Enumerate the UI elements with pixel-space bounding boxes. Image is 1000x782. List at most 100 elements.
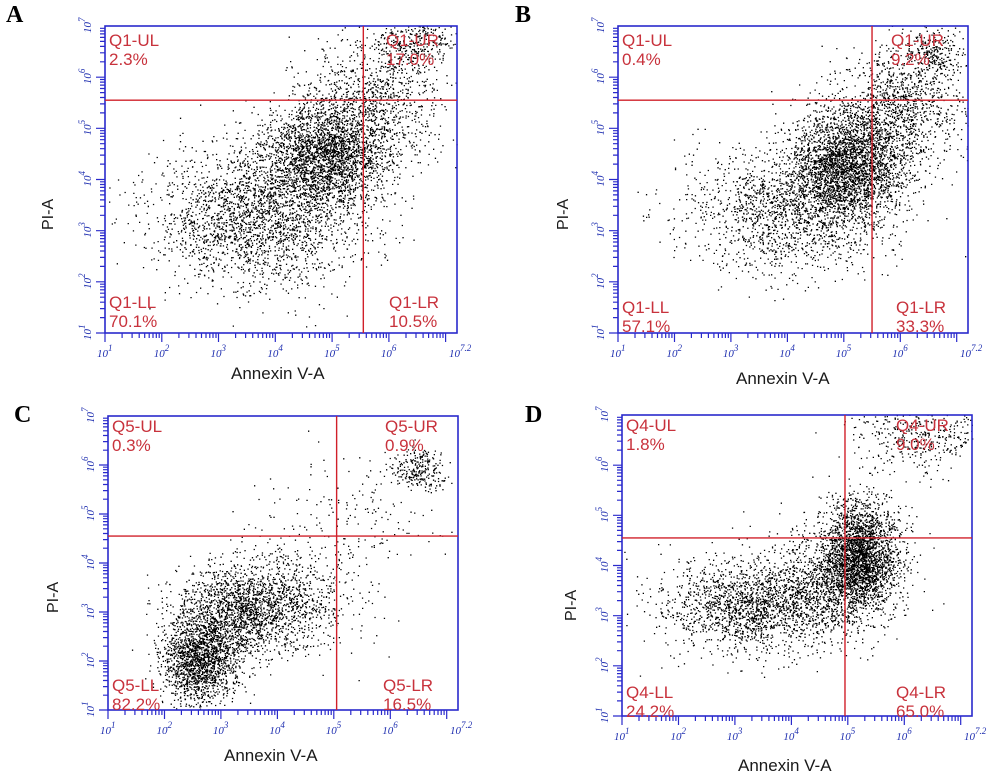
x-axis-label-d: Annexin V-A bbox=[738, 756, 832, 775]
y-tick-label: 104 bbox=[80, 554, 97, 570]
y-tick-label: 105 bbox=[594, 506, 611, 522]
axis-ticks bbox=[609, 27, 958, 342]
scatter-plot-a: 101 102 103 104 105 106 107.2 101 102 103 104 105 10… bbox=[77, 17, 472, 360]
y-axis-label-a: PI-A bbox=[40, 198, 57, 230]
x-tick-label: 106 bbox=[382, 720, 398, 737]
y-tick-label: 101 bbox=[594, 708, 611, 724]
x-tick-label: 106 bbox=[892, 343, 908, 360]
x-tick-label: 106 bbox=[381, 343, 397, 360]
quadrant-lr-name-c: Q5-LR bbox=[383, 676, 434, 695]
scatter-plot-b: 101 102 103 104 105 106 107.2 101 102 103 104 105 10… bbox=[590, 17, 983, 360]
data-points bbox=[637, 25, 969, 302]
quadrant-ur-name-a: Q1-UR bbox=[386, 31, 439, 50]
x-tick-label: 102 bbox=[670, 726, 686, 743]
quadrant-ll-name-a: Q1-LL bbox=[109, 293, 157, 312]
data-points bbox=[624, 414, 974, 678]
y-tick-label: 106 bbox=[590, 68, 607, 84]
y-tick-label: 102 bbox=[590, 273, 607, 289]
plot-frame bbox=[621, 414, 973, 717]
quadrant-ul-name-a: Q1-UL bbox=[109, 31, 160, 50]
quadrant-ur-percent-a: 17.0% bbox=[386, 50, 435, 69]
y-tick-label: 107 bbox=[77, 17, 94, 33]
quadrant-ll-percent-a: 70.1% bbox=[109, 312, 158, 331]
panel-c: C 101 102 103 104 105 106 107.2 101 102 103 104 105… bbox=[0, 391, 500, 782]
x-tick-label: 103 bbox=[723, 343, 739, 360]
y-tick-label: 104 bbox=[590, 171, 607, 187]
axis-ticks bbox=[99, 417, 448, 719]
x-axis-label-c: Annexin V-A bbox=[224, 746, 318, 765]
y-tick-label: 104 bbox=[594, 557, 611, 573]
scatter-plot-c: 101 102 103 104 105 106 107.2 101 102 103 104 105 10… bbox=[80, 407, 473, 737]
x-tick-label: 104 bbox=[783, 726, 799, 743]
y-tick-label: 103 bbox=[80, 603, 97, 619]
quadrant-ur-percent-b: 9.2% bbox=[891, 50, 930, 69]
quadrant-lr-percent-d: 65.0% bbox=[896, 702, 945, 721]
quadrant-ur-name-c: Q5-UR bbox=[385, 417, 438, 436]
quadrant-ll-name-c: Q5-LL bbox=[112, 676, 160, 695]
quadrant-lr-name-d: Q4-LR bbox=[896, 683, 947, 702]
y-axis-label-c: PI-A bbox=[45, 581, 62, 613]
y-tick-label: 102 bbox=[594, 657, 611, 673]
y-tick-label: 103 bbox=[590, 222, 607, 238]
panel-letter-b: B bbox=[515, 2, 532, 28]
quadrant-lr-percent-b: 33.3% bbox=[896, 317, 945, 336]
data-points bbox=[109, 25, 458, 328]
quadrant-ll-name-b: Q1-LL bbox=[622, 298, 670, 317]
x-tick-label: 103 bbox=[211, 343, 227, 360]
y-tick-label: 107 bbox=[590, 17, 607, 33]
x-tick-label: 104 bbox=[779, 343, 795, 360]
y-tick-label: 102 bbox=[77, 273, 94, 289]
panel-b: B 101 102 103 104 105 106 107.2 101 102 103 104 105… bbox=[500, 0, 1000, 391]
x-tick-label: 106 bbox=[896, 726, 912, 743]
y-axis-label-b: PI-A bbox=[555, 198, 572, 230]
x-tick-label: 103 bbox=[727, 726, 743, 743]
quadrant-ur-percent-c: 0.9% bbox=[385, 436, 424, 455]
x-tick-label: 102 bbox=[154, 343, 170, 360]
y-tick-label: 101 bbox=[80, 702, 97, 718]
panel-letter-d: D bbox=[525, 402, 543, 428]
x-tick-label: 105 bbox=[324, 343, 340, 360]
panel-d: D 101 102 103 104 105 106 107.2 101 102 103 104 105… bbox=[500, 391, 1000, 782]
data-points bbox=[131, 430, 453, 711]
y-axis-label-d: PI-A bbox=[563, 589, 580, 621]
y-tick-label: 107 bbox=[80, 407, 97, 423]
quadrant-ll-percent-d: 24.2% bbox=[626, 702, 675, 721]
y-tick-label: 106 bbox=[77, 68, 94, 84]
x-tick-label: 104 bbox=[267, 343, 283, 360]
quadrant-ll-percent-b: 57.1% bbox=[622, 317, 671, 336]
x-tick-label: 103 bbox=[213, 720, 229, 737]
quadrant-ul-percent-c: 0.3% bbox=[112, 436, 151, 455]
y-tick-label: 105 bbox=[80, 505, 97, 521]
panel-letter-c: C bbox=[14, 402, 32, 428]
axis-ticks bbox=[96, 27, 447, 342]
x-tick-label: 101 bbox=[610, 343, 626, 360]
quadrant-ll-name-d: Q4-LL bbox=[626, 683, 674, 702]
y-tick-label: 107 bbox=[594, 406, 611, 422]
x-tick-label: 105 bbox=[836, 343, 852, 360]
x-tick-label: 102 bbox=[666, 343, 682, 360]
x-axis-label-b: Annexin V-A bbox=[736, 369, 830, 388]
quadrant-lr-name-a: Q1-LR bbox=[389, 293, 440, 312]
x-tick-label: 107.2 bbox=[960, 343, 983, 360]
x-tick-label: 107.2 bbox=[964, 726, 987, 743]
y-tick-label: 105 bbox=[590, 119, 607, 135]
quadrant-ul-percent-d: 1.8% bbox=[626, 435, 665, 454]
quadrant-ul-name-b: Q1-UL bbox=[622, 31, 673, 50]
axis-ticks bbox=[613, 416, 962, 725]
x-tick-label: 101 bbox=[100, 720, 116, 737]
y-tick-label: 106 bbox=[80, 456, 97, 472]
x-tick-label: 104 bbox=[269, 720, 285, 737]
x-tick-label: 105 bbox=[326, 720, 342, 737]
quadrant-ur-name-b: Q1-UR bbox=[891, 31, 944, 50]
quadrant-ur-percent-d: 9.0% bbox=[896, 435, 935, 454]
quadrant-ul-percent-b: 0.4% bbox=[622, 50, 661, 69]
plot-frame bbox=[617, 25, 969, 334]
scatter-plot-d: 101 102 103 104 105 106 107.2 101 102 103 104 105 10… bbox=[594, 406, 987, 743]
panel-a: A 101 102 103 104 105 106 107.2 101 102 103 104 105… bbox=[0, 0, 500, 391]
quadrant-ul-name-d: Q4-UL bbox=[626, 416, 677, 435]
quadrant-lr-percent-c: 16.5% bbox=[383, 695, 432, 714]
x-tick-label: 101 bbox=[614, 726, 630, 743]
y-tick-label: 101 bbox=[590, 325, 607, 341]
x-tick-label: 107.2 bbox=[449, 343, 472, 360]
y-tick-label: 103 bbox=[77, 222, 94, 238]
